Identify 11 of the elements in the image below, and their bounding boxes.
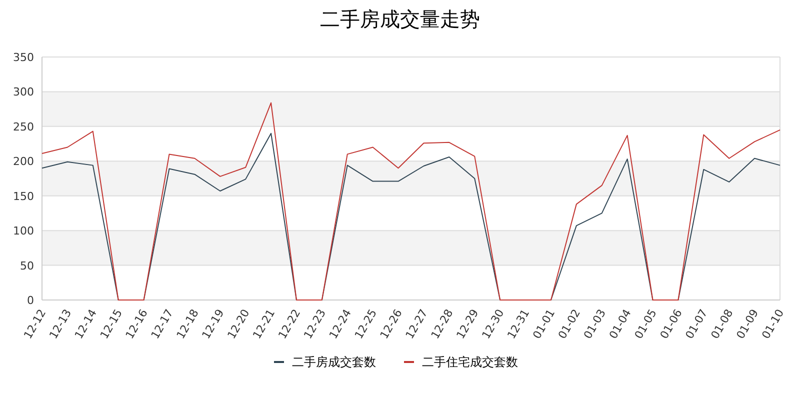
chart-title: 二手房成交量走势 <box>320 7 480 31</box>
y-tick-label: 150 <box>13 190 34 203</box>
legend-label: 二手住宅成交套数 <box>422 355 518 369</box>
y-tick-label: 0 <box>27 294 34 307</box>
y-tick-label: 250 <box>13 120 34 134</box>
y-tick-label: 300 <box>13 86 34 99</box>
y-tick-label: 50 <box>20 259 34 272</box>
legend-label: 二手房成交套数 <box>292 355 376 369</box>
y-tick-label: 200 <box>13 155 34 168</box>
y-tick-label: 350 <box>13 51 34 64</box>
y-tick-label: 100 <box>13 224 34 238</box>
